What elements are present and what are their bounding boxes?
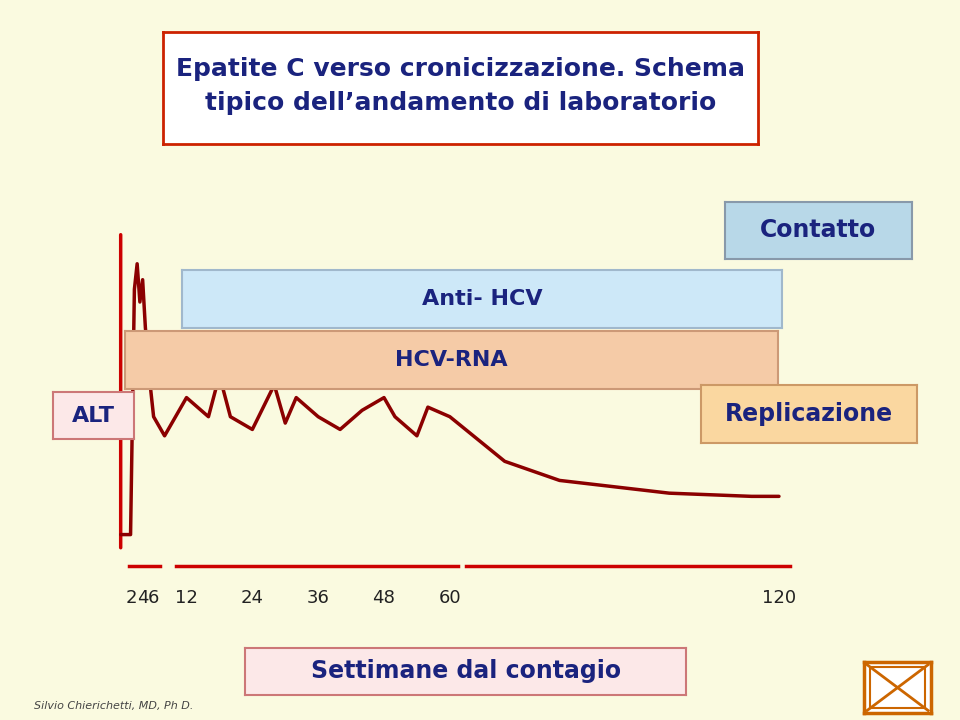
Text: Contatto: Contatto xyxy=(760,218,876,243)
Text: Settimane dal contagio: Settimane dal contagio xyxy=(310,660,621,683)
Text: HCV-RNA: HCV-RNA xyxy=(395,350,508,370)
Text: Replicazione: Replicazione xyxy=(725,402,893,426)
Text: 24: 24 xyxy=(241,589,264,607)
Text: 36: 36 xyxy=(307,589,329,607)
Text: Epatite C verso cronicizzazione. Schema
tipico dell’andamento di laboratorio: Epatite C verso cronicizzazione. Schema … xyxy=(177,57,745,114)
Text: 2: 2 xyxy=(126,589,137,607)
Text: 12: 12 xyxy=(175,589,198,607)
Text: ALT: ALT xyxy=(72,406,115,426)
Text: 60: 60 xyxy=(439,589,461,607)
Text: Anti- HCV: Anti- HCV xyxy=(422,289,542,309)
Text: 48: 48 xyxy=(372,589,396,607)
Text: 6: 6 xyxy=(148,589,159,607)
Text: Silvio Chierichetti, MD, Ph D.: Silvio Chierichetti, MD, Ph D. xyxy=(34,701,193,711)
Text: 4: 4 xyxy=(137,589,149,607)
Text: 120: 120 xyxy=(762,589,796,607)
